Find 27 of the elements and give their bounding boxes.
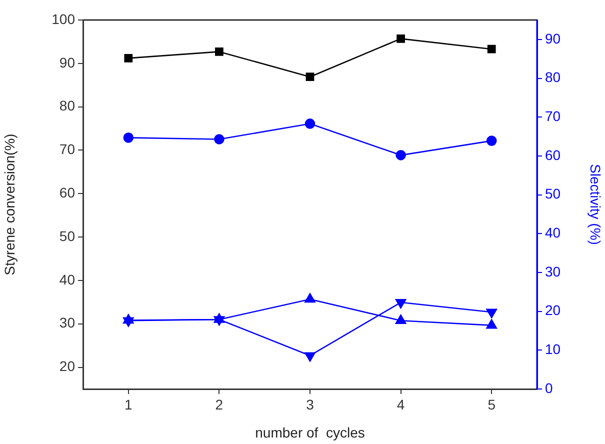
x-axis-title: number of cycles — [255, 424, 365, 440]
y2-tick-label: 0 — [545, 380, 553, 396]
y-tick-label: 60 — [59, 184, 76, 201]
x-tick-label: 5 — [488, 396, 496, 412]
y2-tick-label: 80 — [545, 69, 561, 86]
y-tick-label: 80 — [59, 98, 76, 114]
y2-tick-label: 90 — [545, 30, 561, 46]
y2-tick-label: 30 — [545, 263, 561, 280]
y-tick-label: 70 — [59, 141, 76, 158]
y-tick-label: 30 — [59, 314, 76, 331]
y-tick-label: 20 — [59, 358, 76, 374]
y-tick-label: 90 — [59, 54, 76, 70]
y2-tick-label: 10 — [545, 341, 561, 358]
y-tick-label: 100 — [52, 10, 76, 27]
y-tick-label: 50 — [59, 228, 76, 244]
y-axis-title: Styrene conversion(%) — [1, 134, 18, 276]
y2-tick-label: 60 — [545, 146, 561, 163]
y2-tick-label: 20 — [545, 302, 561, 318]
y-tick-label: 40 — [59, 271, 76, 288]
y2-tick-label: 40 — [545, 224, 561, 240]
y2-axis-title: Slectivity (%) — [588, 164, 604, 245]
y2-tick-label: 70 — [545, 108, 561, 124]
x-tick-label: 4 — [396, 396, 405, 412]
x-tick-label: 3 — [306, 396, 314, 412]
y2-tick-label: 50 — [545, 186, 561, 202]
x-tick-label: 1 — [124, 396, 132, 412]
x-tick-label: 2 — [215, 396, 224, 412]
